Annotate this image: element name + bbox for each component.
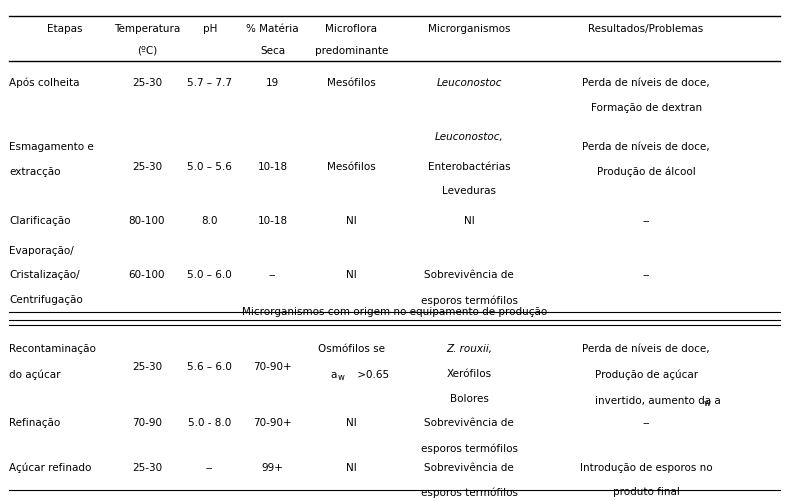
Text: Perda de níveis de doce,: Perda de níveis de doce, xyxy=(582,142,710,152)
Text: 5.0 – 6.0: 5.0 – 6.0 xyxy=(187,271,232,281)
Text: NI: NI xyxy=(464,216,474,226)
Text: 8.0: 8.0 xyxy=(201,216,218,226)
Text: Enterobactérias: Enterobactérias xyxy=(428,162,510,172)
Text: (ºC): (ºC) xyxy=(136,46,157,56)
Text: Xerófilos: Xerófilos xyxy=(447,369,492,379)
Text: 25-30: 25-30 xyxy=(132,78,162,88)
Text: % Matéria: % Matéria xyxy=(246,24,299,34)
Text: Cristalização/: Cristalização/ xyxy=(9,271,80,281)
Text: w: w xyxy=(704,399,710,408)
Text: 70-90: 70-90 xyxy=(132,418,162,428)
Text: Refinação: Refinação xyxy=(9,418,61,428)
Text: Etapas: Etapas xyxy=(47,24,82,34)
Text: Perda de níveis de doce,: Perda de níveis de doce, xyxy=(582,78,710,88)
Text: 5.0 – 5.6: 5.0 – 5.6 xyxy=(187,162,232,172)
Text: esporos termófilos: esporos termófilos xyxy=(421,487,518,498)
Text: NI: NI xyxy=(346,463,357,473)
Text: produto final: produto final xyxy=(612,487,679,497)
Text: 80-100: 80-100 xyxy=(129,216,165,226)
Text: 5.0 - 8.0: 5.0 - 8.0 xyxy=(188,418,231,428)
Text: Sobrevivência de: Sobrevivência de xyxy=(424,271,514,281)
Text: Leuconostoc: Leuconostoc xyxy=(436,78,502,88)
Text: Recontaminação: Recontaminação xyxy=(9,344,96,354)
Text: 25-30: 25-30 xyxy=(132,162,162,172)
Text: do açúcar: do açúcar xyxy=(9,369,61,380)
Text: 10-18: 10-18 xyxy=(257,216,288,226)
Text: >0.65: >0.65 xyxy=(353,370,389,380)
Text: predominante: predominante xyxy=(315,46,388,56)
Text: esporos termófilos: esporos termófilos xyxy=(421,295,518,306)
Text: Microrganismos: Microrganismos xyxy=(428,24,510,34)
Text: 19: 19 xyxy=(266,78,279,88)
Text: Seca: Seca xyxy=(260,46,285,56)
Text: Açúcar refinado: Açúcar refinado xyxy=(9,463,92,473)
Text: Produção de álcool: Produção de álcool xyxy=(596,167,695,177)
Text: esporos termófilos: esporos termófilos xyxy=(421,443,518,453)
Text: --: -- xyxy=(642,216,650,226)
Text: Bolores: Bolores xyxy=(450,394,488,404)
Text: 70-90+: 70-90+ xyxy=(253,362,292,372)
Text: pH: pH xyxy=(203,24,217,34)
Text: invertido, aumento da a: invertido, aumento da a xyxy=(595,396,720,406)
Text: Formação de dextran: Formação de dextran xyxy=(590,103,701,113)
Text: Temperatura: Temperatura xyxy=(114,24,180,34)
Text: Sobrevivência de: Sobrevivência de xyxy=(424,418,514,428)
Text: 70-90+: 70-90+ xyxy=(253,418,292,428)
Text: 5.6 – 6.0: 5.6 – 6.0 xyxy=(187,362,232,372)
Text: --: -- xyxy=(642,271,650,281)
Text: Centrifugação: Centrifugação xyxy=(9,295,83,305)
Text: --: -- xyxy=(642,418,650,428)
Text: Esmagamento e: Esmagamento e xyxy=(9,142,94,152)
Text: Z. rouxii,: Z. rouxii, xyxy=(447,344,492,354)
Text: Após colheita: Após colheita xyxy=(9,78,80,88)
Text: Resultados/Problemas: Resultados/Problemas xyxy=(589,24,704,34)
Text: NI: NI xyxy=(346,418,357,428)
Text: Produção de açúcar: Produção de açúcar xyxy=(595,369,697,380)
Text: Microflora: Microflora xyxy=(325,24,377,34)
Text: Leuconostoc,: Leuconostoc, xyxy=(435,132,503,142)
Text: Mesófilos: Mesófilos xyxy=(327,162,376,172)
Text: Leveduras: Leveduras xyxy=(442,186,496,196)
Text: Osmófilos se: Osmófilos se xyxy=(318,344,385,354)
Text: NI: NI xyxy=(346,271,357,281)
Text: extracção: extracção xyxy=(9,167,61,177)
Text: 5.7 – 7.7: 5.7 – 7.7 xyxy=(187,78,232,88)
Text: --: -- xyxy=(206,463,214,473)
Text: Introdução de esporos no: Introdução de esporos no xyxy=(580,463,712,473)
Text: a: a xyxy=(331,370,337,380)
Text: Microrganismos com origem no equipamento de produção: Microrganismos com origem no equipamento… xyxy=(242,307,547,317)
Text: --: -- xyxy=(269,271,276,281)
Text: Evaporação/: Evaporação/ xyxy=(9,245,74,256)
Text: Mesófilos: Mesófilos xyxy=(327,78,376,88)
Text: 60-100: 60-100 xyxy=(129,271,165,281)
Text: Sobrevivência de: Sobrevivência de xyxy=(424,463,514,473)
Text: Clarificação: Clarificação xyxy=(9,216,71,226)
Text: 25-30: 25-30 xyxy=(132,362,162,372)
Text: 25-30: 25-30 xyxy=(132,463,162,473)
Text: 10-18: 10-18 xyxy=(257,162,288,172)
Text: 99+: 99+ xyxy=(262,463,283,473)
Text: Perda de níveis de doce,: Perda de níveis de doce, xyxy=(582,344,710,354)
Text: w: w xyxy=(338,373,345,382)
Text: NI: NI xyxy=(346,216,357,226)
